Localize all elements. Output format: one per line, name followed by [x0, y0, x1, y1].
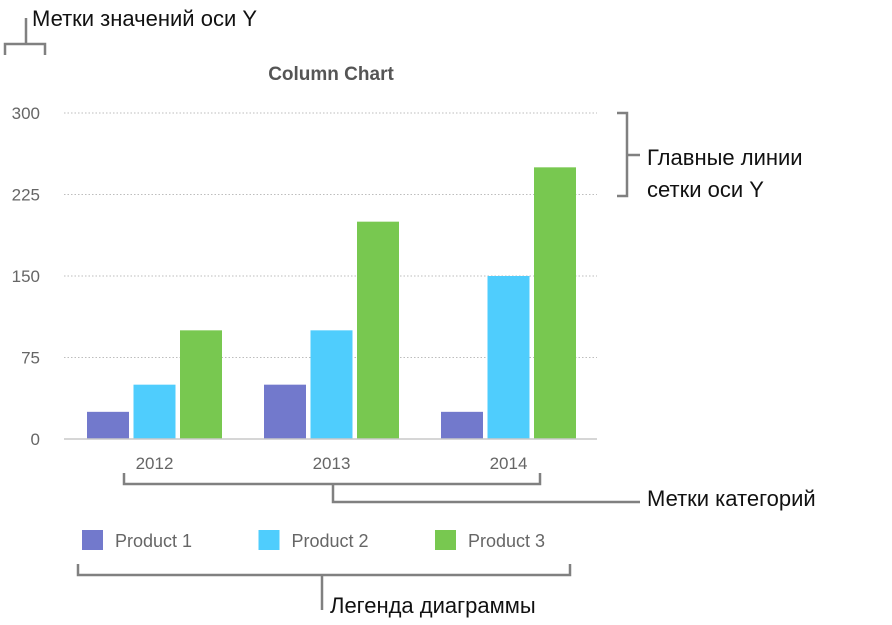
- y-tick-label: 300: [12, 104, 40, 123]
- category-labels: 2012 2013 2014: [136, 454, 528, 473]
- legend-bracket: [76, 564, 572, 610]
- gridlines-bracket: [617, 111, 640, 198]
- bar-product-3-2012: [180, 330, 222, 439]
- bar-product-2-2013: [310, 330, 353, 439]
- bar-product-2-2014: [487, 276, 530, 439]
- category-label: 2013: [313, 454, 351, 473]
- bar-product-1-2014: [441, 411, 483, 439]
- y-tick-label: 0: [31, 430, 40, 449]
- category-labels-bracket: [122, 473, 640, 504]
- y-tick-label: 75: [21, 349, 40, 368]
- annotation-gridlines-2: сетки оси Y: [647, 177, 764, 202]
- chart-title: Column Chart: [268, 64, 394, 85]
- bar-product-1-2012: [87, 411, 129, 439]
- legend: Product 1 Product 2 Product 3: [82, 530, 545, 551]
- legend-swatch: [258, 530, 280, 550]
- annotation-gridlines-1: Главные линии: [647, 145, 803, 170]
- legend-label: Product 2: [292, 531, 369, 551]
- y-labels-bracket: [3, 18, 47, 55]
- y-tick-label: 225: [12, 186, 40, 205]
- bar-product-1-2013: [264, 384, 306, 439]
- annotation-y-labels: Метки значений оси Y: [32, 6, 257, 31]
- category-label: 2012: [136, 454, 174, 473]
- legend-swatch: [435, 530, 456, 550]
- legend-swatch: [82, 530, 103, 550]
- category-label: 2014: [490, 454, 528, 473]
- annotation-category-labels: Метки категорий: [647, 486, 816, 511]
- legend-label: Product 3: [468, 531, 545, 551]
- bar-product-3-2013: [357, 221, 399, 439]
- bars: [87, 167, 576, 440]
- bar-product-2-2012: [133, 384, 176, 439]
- bar-product-3-2014: [534, 167, 576, 440]
- annotation-legend: Легенда диаграммы: [330, 593, 536, 618]
- legend-label: Product 1: [115, 531, 192, 551]
- y-tick-labels: 0 75 150 225 300: [12, 104, 40, 449]
- y-tick-label: 150: [12, 267, 40, 286]
